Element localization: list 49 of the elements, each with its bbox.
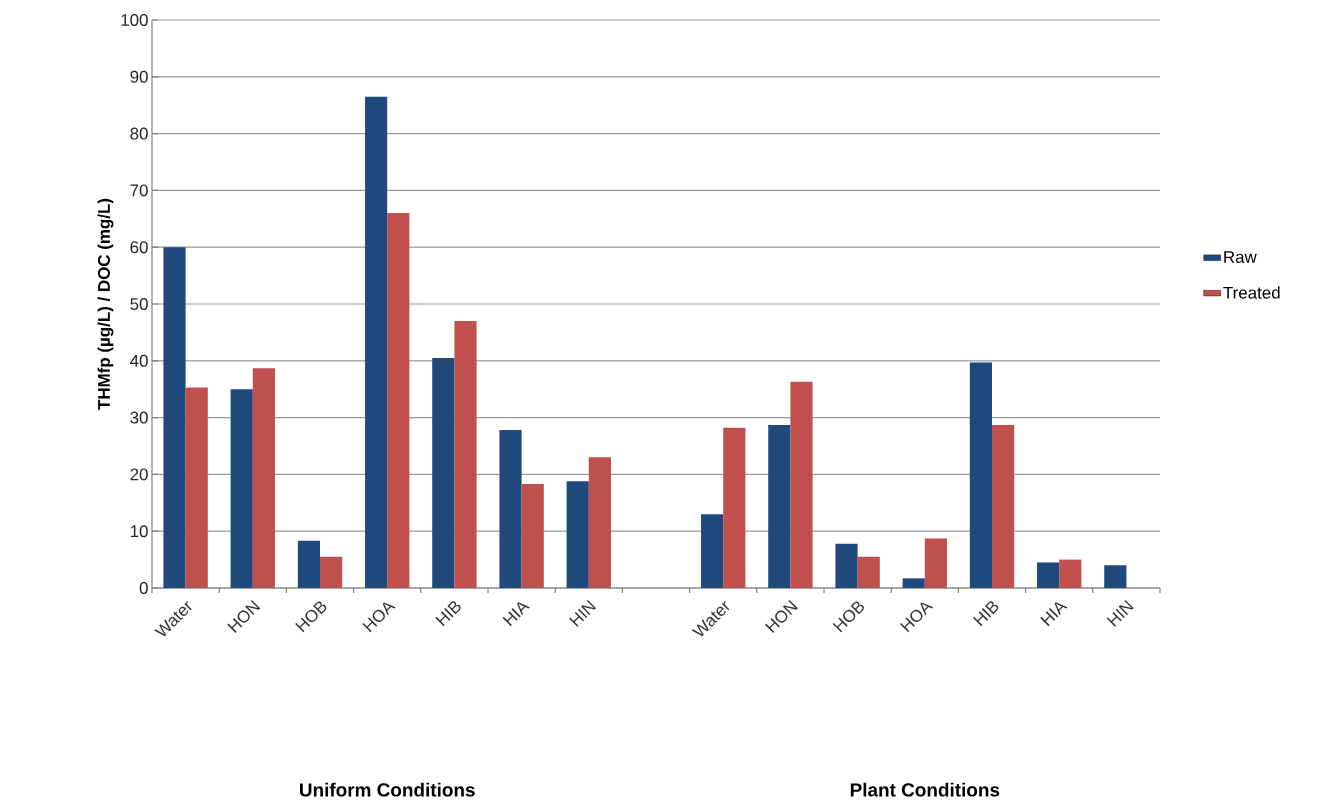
bar — [454, 321, 477, 588]
bar — [701, 514, 724, 588]
text: Uniform Conditions — [300, 782, 475, 797]
legend-label: Treated — [1223, 286, 1280, 299]
bar — [790, 381, 813, 588]
bar — [723, 427, 746, 588]
bar — [992, 424, 1015, 588]
bar — [252, 368, 275, 588]
bar — [320, 556, 343, 588]
y-tick-label: 60 — [130, 241, 148, 254]
y-tick-label: 90 — [130, 70, 148, 83]
bar — [924, 538, 947, 588]
bar — [185, 387, 208, 588]
bar — [163, 247, 186, 588]
bar — [1037, 562, 1060, 588]
y-tick-label: 50 — [130, 298, 148, 310]
bar — [432, 357, 455, 588]
x-tick-label: HIN — [569, 599, 597, 627]
bar — [835, 543, 858, 588]
bar — [566, 481, 589, 588]
bar — [1059, 559, 1082, 588]
y-tick-label: 0 — [139, 582, 148, 594]
bar — [365, 96, 388, 588]
x-tick-label: HIB — [973, 601, 999, 627]
legend-label: Raw — [1224, 251, 1257, 263]
bar — [521, 484, 544, 588]
y-tick-label: 70 — [130, 184, 148, 197]
bar — [588, 457, 611, 588]
bar — [387, 213, 410, 588]
x-tick-label: HIN — [1106, 599, 1134, 627]
y-tick-label: 40 — [130, 354, 148, 367]
bar — [230, 389, 253, 588]
y-tick-label: 30 — [130, 411, 148, 424]
bar — [297, 540, 320, 588]
x-tick-label: HIA — [1040, 602, 1068, 627]
bar — [1104, 565, 1127, 588]
y-tick-label: 100 — [121, 14, 148, 26]
y-tick-label: 20 — [130, 468, 148, 481]
bar — [857, 556, 880, 588]
y-tick-label: 10 — [130, 525, 148, 538]
bar — [969, 362, 992, 588]
text: Plant Conditions — [850, 782, 1000, 797]
x-tick-label: HIA — [502, 602, 530, 627]
bar — [902, 578, 925, 588]
bar — [499, 430, 522, 588]
y-axis-title: THMfp (µg/L) / DOC (mg/L) — [97, 198, 114, 410]
x-tick-label: HIB — [435, 601, 461, 627]
y-tick-label: 80 — [130, 127, 148, 140]
bar — [768, 424, 791, 588]
